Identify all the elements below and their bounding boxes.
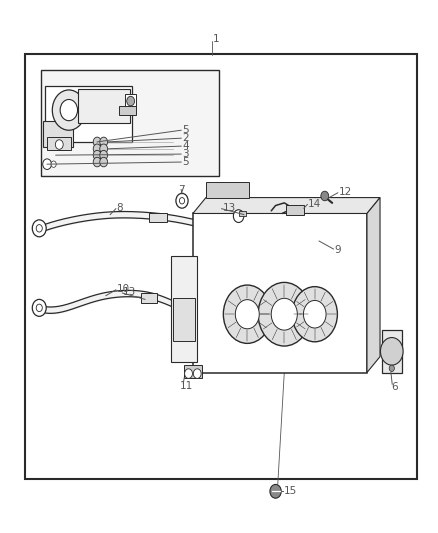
Circle shape [100, 137, 108, 147]
Bar [382, 330, 402, 373]
Circle shape [43, 159, 51, 169]
Text: 5: 5 [182, 125, 189, 135]
Bar [286, 205, 304, 215]
Text: 6: 6 [391, 382, 398, 392]
Circle shape [93, 137, 101, 147]
Circle shape [180, 198, 185, 204]
Circle shape [127, 96, 134, 106]
Circle shape [51, 161, 56, 167]
Bar [43, 120, 73, 147]
Polygon shape [193, 198, 380, 214]
Bar [173, 298, 195, 341]
Bar [184, 365, 201, 378]
Text: 5: 5 [182, 157, 189, 167]
Circle shape [93, 150, 101, 160]
Circle shape [93, 157, 101, 167]
Circle shape [381, 337, 403, 365]
Text: 4: 4 [182, 141, 189, 151]
Bar [193, 214, 367, 373]
Bar [206, 182, 250, 198]
Text: 3: 3 [182, 149, 189, 159]
Text: 15: 15 [284, 486, 297, 496]
Bar [47, 136, 71, 150]
Text: 2: 2 [182, 133, 189, 143]
Bar [125, 94, 136, 108]
Bar [41, 70, 219, 176]
Circle shape [36, 304, 42, 312]
Circle shape [32, 300, 46, 317]
Circle shape [185, 369, 192, 378]
Text: 7: 7 [178, 184, 184, 195]
Circle shape [223, 285, 271, 343]
Bar [171, 256, 197, 362]
Circle shape [193, 369, 201, 378]
Text: 13: 13 [123, 287, 137, 297]
Bar [239, 211, 247, 216]
Circle shape [36, 224, 42, 232]
Bar [119, 106, 136, 115]
Text: 14: 14 [308, 199, 321, 209]
Circle shape [233, 210, 244, 222]
Circle shape [235, 300, 259, 329]
Text: 9: 9 [334, 245, 341, 255]
Circle shape [321, 191, 328, 201]
Circle shape [176, 193, 188, 208]
Circle shape [100, 150, 108, 160]
Circle shape [292, 287, 337, 342]
Text: 13: 13 [223, 203, 236, 213]
Circle shape [93, 144, 101, 154]
Circle shape [100, 144, 108, 154]
Circle shape [304, 301, 326, 328]
Text: 11: 11 [180, 381, 193, 391]
Bar [25, 54, 417, 479]
Text: 1: 1 [212, 34, 219, 44]
Circle shape [270, 484, 281, 498]
Text: 10: 10 [117, 284, 130, 294]
Circle shape [258, 282, 311, 346]
Text: 8: 8 [117, 203, 124, 213]
Circle shape [100, 157, 108, 167]
Circle shape [271, 298, 297, 330]
Polygon shape [367, 198, 380, 373]
Circle shape [52, 90, 85, 130]
Text: 12: 12 [339, 187, 352, 197]
Circle shape [32, 220, 46, 237]
Circle shape [389, 365, 394, 372]
Bar [45, 86, 132, 142]
Circle shape [60, 100, 78, 120]
Circle shape [55, 140, 63, 149]
Bar [149, 213, 167, 222]
Bar [78, 89, 130, 123]
Bar [141, 293, 157, 303]
